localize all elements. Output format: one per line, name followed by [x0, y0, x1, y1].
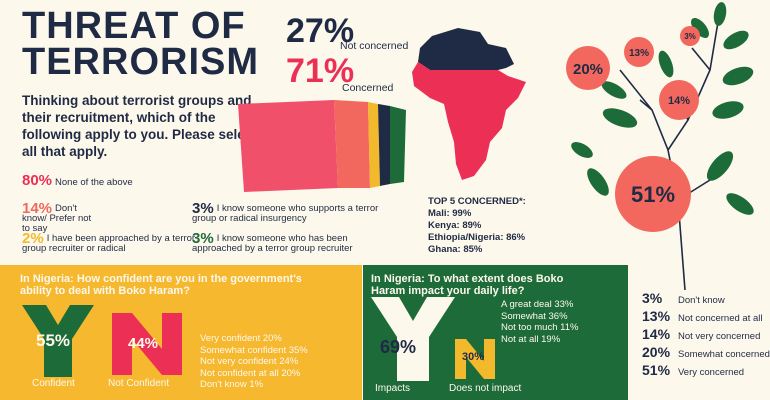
not-concerned-stat: 27%: [286, 14, 354, 48]
top5-concerned: TOP 5 CONCERNED*: Mali: 99% Kenya: 89% E…: [428, 196, 526, 256]
top5-row: Mali: 99%: [428, 208, 472, 219]
option-row: 3% I know someone who has been approached…: [192, 230, 392, 254]
concerned-value: 71%: [286, 52, 355, 90]
breakdown-row: Somewhat 36%: [501, 310, 568, 322]
legend-row: 51% Very concerned: [642, 362, 770, 380]
breakdown-row: Not very confident 24%: [200, 356, 299, 367]
no-impact-value: 30%: [462, 351, 485, 363]
legend-label: Somewhat concerned: [678, 349, 770, 360]
legend-row: 20% Somewhat concerned: [642, 344, 770, 362]
concerned-stat: 71%: [286, 54, 354, 88]
nigeria-confidence-panel: In Nigeria: How confident are you in the…: [0, 265, 362, 400]
flag-graphic: [238, 100, 406, 192]
impacts-label: Impacts: [375, 383, 411, 394]
no-impact-label: Does not impact: [449, 383, 522, 394]
not-concerned-value: 27%: [286, 12, 355, 50]
title-line-1: THREAT OF: [22, 5, 246, 47]
nigeria-impact-panel: In Nigeria: To what extent does Boko Har…: [363, 265, 628, 400]
concerned-label: Concerned: [342, 82, 394, 94]
top5-row: Ethiopia/Nigeria: 86%: [428, 232, 526, 243]
infographic-title: THREAT OF TERRORISM: [22, 5, 259, 83]
impact-breakdown: A great deal 33% Somewhat 36% Not too mu…: [501, 299, 578, 345]
breakdown-row: Not confident at all 20%: [200, 367, 301, 379]
confident-value: 55%: [36, 331, 71, 350]
y-letter-confident: [22, 305, 94, 377]
title-line-2: TERRORISM: [22, 41, 259, 83]
option-row: 3% I know someone who supports a terror g…: [192, 200, 392, 224]
bubble-value: 13%: [629, 48, 649, 59]
option-row: 14% Don't know/ Prefer not to say: [22, 200, 182, 234]
confidence-breakdown: Very confident 20% Somewhat confident 35…: [200, 333, 308, 391]
tree-leaves: [571, 2, 754, 215]
option-row: 2% I have been approached by a terror gro…: [22, 230, 198, 254]
option-label: None of the above: [55, 177, 133, 188]
breakdown-row: Not at all 19%: [501, 333, 561, 345]
option-value: 3%: [192, 200, 214, 217]
bubble-value: 14%: [668, 95, 690, 107]
tree-bubbles: 20% 13% 3% 14% 51%: [566, 26, 700, 232]
option-value: 80%: [22, 172, 53, 189]
not-concerned-label: Not concerned: [340, 40, 409, 52]
survey-question: Thinking about terrorist groups and thei…: [22, 93, 257, 159]
legend-label: Very concerned: [678, 367, 745, 378]
breakdown-row: Very confident 20%: [200, 333, 282, 344]
legend-label: Don't know: [678, 295, 725, 306]
legend-value: 3%: [642, 290, 663, 306]
legend-value: 14%: [642, 326, 671, 342]
bubble-not-very-concerned: [659, 80, 699, 120]
legend-label: Not concerned at all: [678, 313, 763, 324]
legend-row: 13% Not concerned at all: [642, 308, 770, 326]
option-label: I have been approached by a terror group…: [22, 233, 196, 254]
option-row: 80% None of the above: [22, 173, 133, 188]
not-confident-value: 44%: [128, 335, 159, 352]
n-letter-no-impact: [455, 339, 495, 379]
breakdown-row: Not too much 11%: [501, 322, 579, 333]
option-value: 3%: [192, 230, 214, 247]
option-label: I know someone who has been approached b…: [192, 233, 353, 254]
option-label: Don't know/ Prefer not to say: [22, 203, 92, 234]
bubble-value: 51%: [631, 182, 675, 207]
breakdown-row: Don't know 1%: [200, 379, 264, 390]
breakdown-row: A great deal 33%: [501, 299, 574, 310]
legend-label: Not very concerned: [678, 331, 761, 342]
tree-graphic: 20% 13% 3% 14% 51%: [566, 2, 754, 290]
legend-value: 51%: [642, 362, 671, 378]
top5-row: Ghana: 85%: [428, 244, 483, 255]
bubble-somewhat-concerned: [566, 46, 610, 90]
breakdown-row: Somewhat confident 35%: [200, 344, 308, 356]
n-letter-not-confident: [112, 313, 182, 375]
bubble-very-concerned: [615, 156, 691, 232]
option-value: 14%: [22, 200, 53, 217]
impacts-value: 69%: [380, 337, 417, 357]
bubble-value: 20%: [573, 61, 603, 78]
option-label: I know someone who supports a terror gro…: [192, 203, 379, 224]
legend-row: 14% Not very concerned: [642, 326, 770, 344]
bubble-dont-know: [680, 26, 700, 46]
legend-value: 13%: [642, 308, 671, 324]
option-value: 2%: [22, 230, 44, 247]
africa-map: [412, 28, 526, 180]
legend-value: 20%: [642, 344, 671, 360]
top5-row: Kenya: 89%: [428, 220, 482, 231]
bubble-value: 3%: [684, 32, 696, 41]
legend-row: 3% Don't know: [642, 290, 770, 308]
confidence-question: In Nigeria: How confident are you in the…: [20, 273, 302, 297]
confident-label: Confident: [32, 378, 75, 389]
top5-heading: TOP 5 CONCERNED*:: [428, 196, 526, 207]
y-letter-impacts: [371, 297, 455, 381]
impact-question: In Nigeria: To what extent does Boko Har…: [371, 273, 564, 297]
concern-legend: 3% Don't know 13% Not concerned at all 14%…: [642, 290, 770, 380]
not-confident-label: Not Confident: [108, 378, 170, 389]
bubble-not-concerned-at-all: [624, 37, 654, 67]
